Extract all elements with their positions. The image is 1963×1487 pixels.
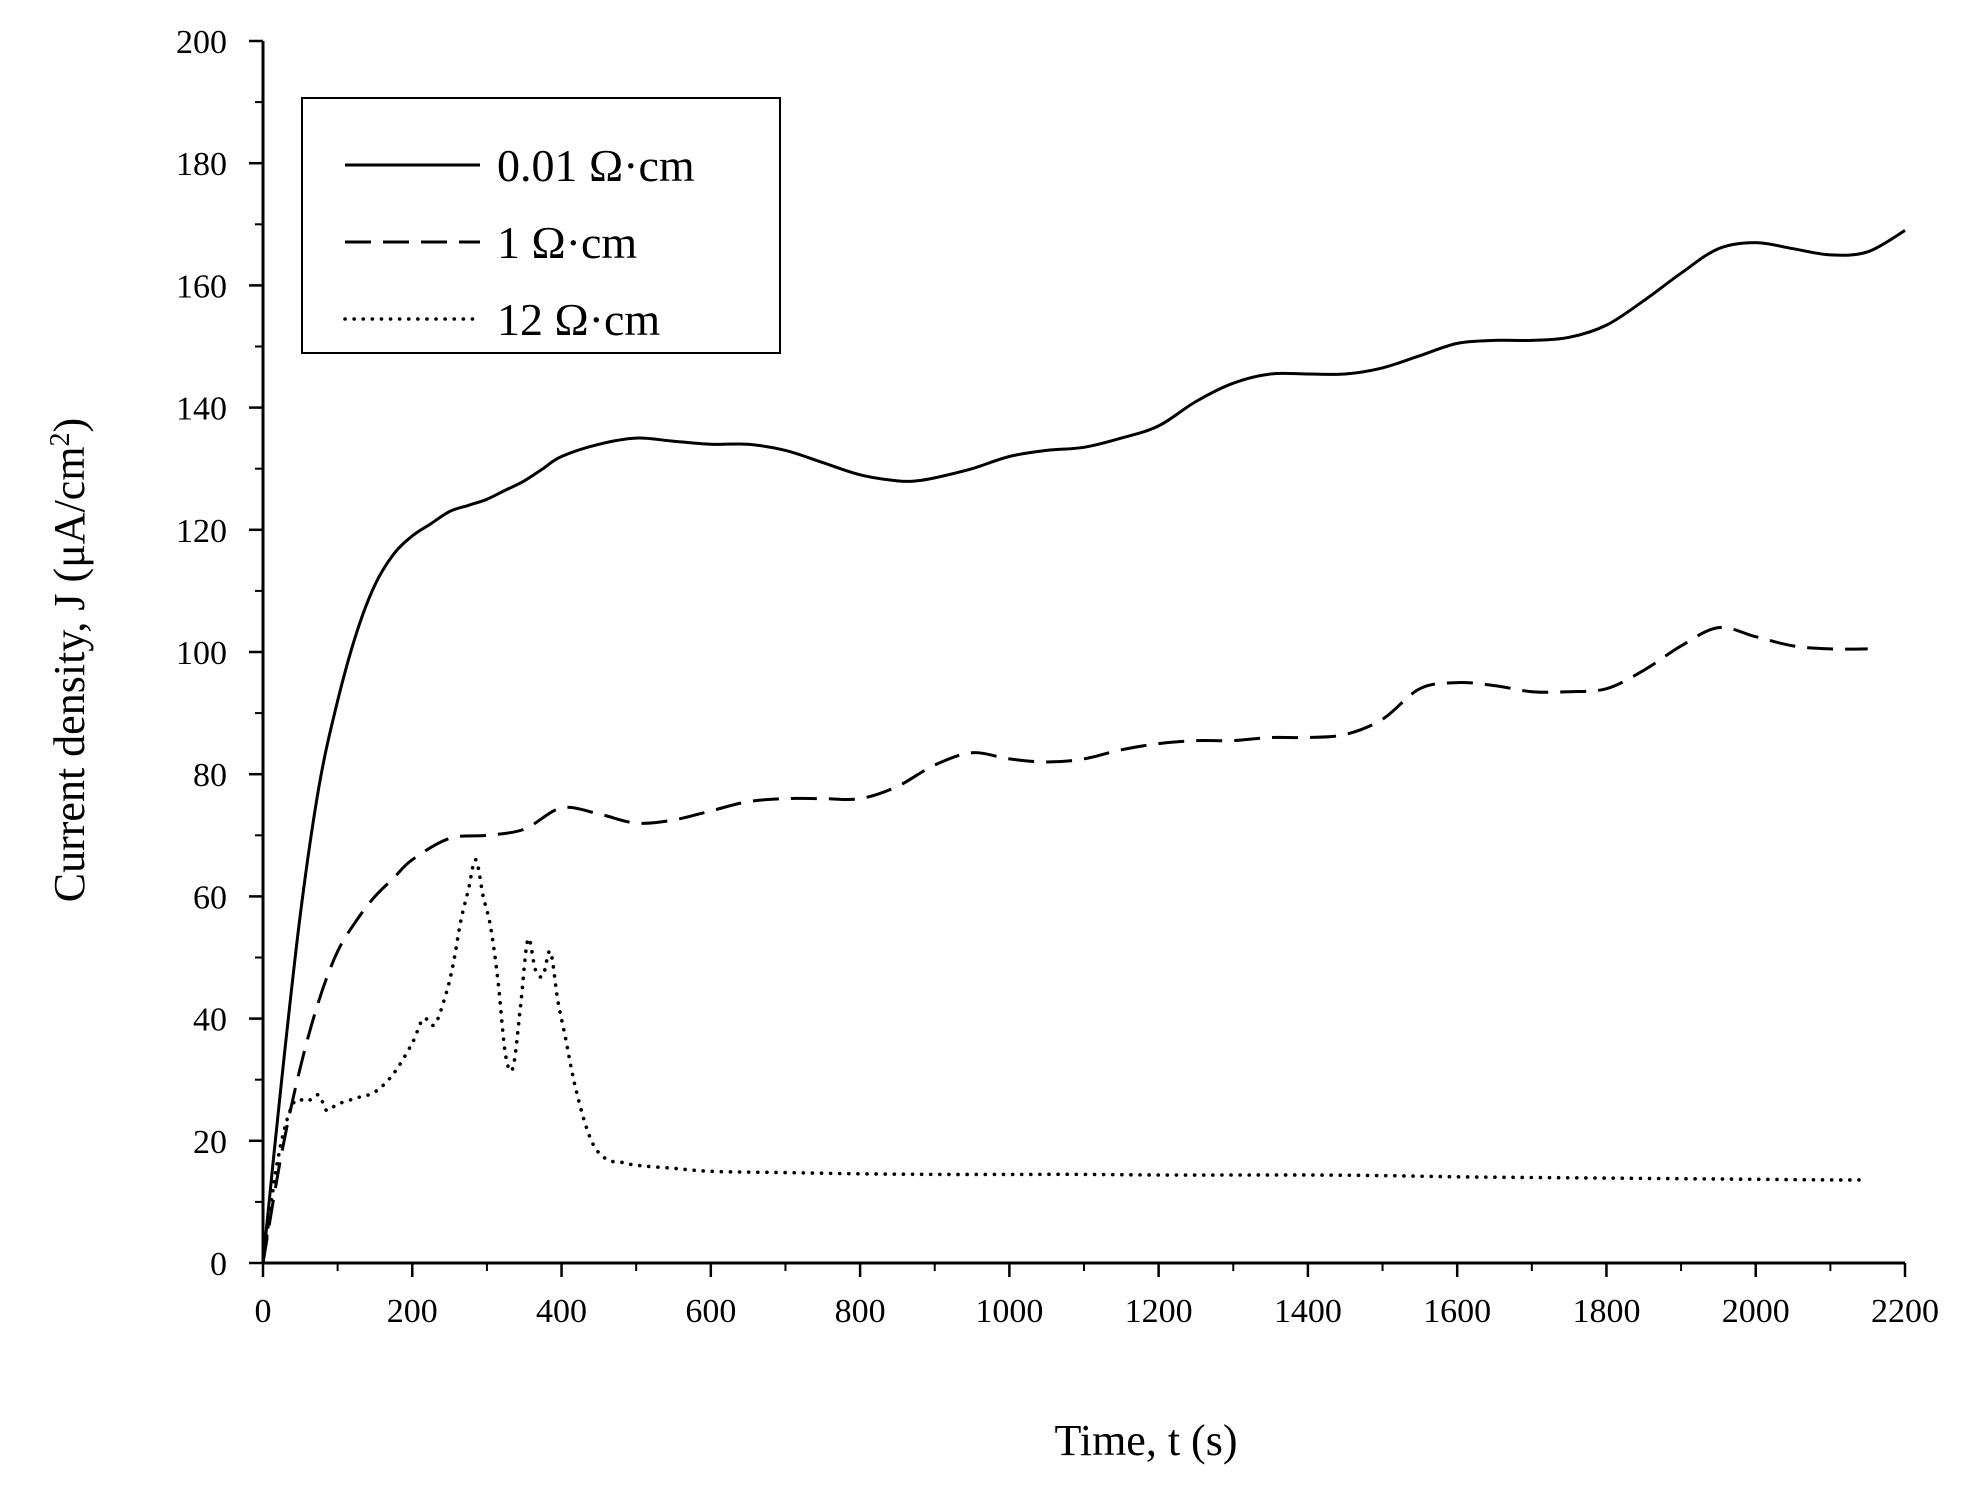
- x-tick-label: 2200: [1871, 1293, 1939, 1330]
- x-tick-label: 600: [685, 1293, 736, 1330]
- x-tick-label: 1400: [1274, 1293, 1342, 1330]
- legend-label-3: 12 Ω·cm: [497, 294, 660, 345]
- x-tick-label: 800: [835, 1293, 886, 1330]
- legend: 0.01 Ω·cm 1 Ω·cm 12 Ω·cm: [301, 97, 781, 354]
- y-axis-title-main: Current density, J (μA/cm: [45, 446, 94, 902]
- y-tick-label: 0: [210, 1246, 227, 1283]
- labels-layer: 0 200 400 600 800 1000 1200 1400 1600 1800 2000 220…: [176, 24, 1939, 1330]
- x-tick-label: 1800: [1572, 1293, 1640, 1330]
- legend-box: [301, 97, 781, 354]
- legend-entries: 0.01 Ω·cm 1 Ω·cm 12 Ω·cm: [343, 140, 695, 345]
- y-tick-label: 200: [176, 24, 227, 61]
- y-axis-title-close: ): [45, 418, 94, 433]
- x-tick-label: 1600: [1423, 1293, 1491, 1330]
- x-tick-label: 0: [255, 1293, 272, 1330]
- x-tick-label: 200: [387, 1293, 438, 1330]
- y-tick-label: 160: [176, 268, 227, 305]
- y-tick-label: 20: [193, 1124, 227, 1161]
- y-tick-label: 80: [193, 757, 227, 794]
- legend-label-1: 0.01 Ω·cm: [497, 140, 695, 191]
- x-tick-label: 2000: [1722, 1293, 1790, 1330]
- series-line-3: [261, 857, 1870, 1265]
- x-tick-label: 1200: [1125, 1293, 1193, 1330]
- y-tick-label: 120: [176, 513, 227, 550]
- y-tick-label: 140: [176, 391, 227, 428]
- series-layer: [261, 229, 1906, 1265]
- x-axis-title: Time, t (s): [1055, 1416, 1238, 1465]
- y-tick-label: 40: [193, 1002, 227, 1039]
- y-tick-label: 100: [176, 635, 227, 672]
- y-axis-title: Current density, J (μA/cm2): [45, 418, 95, 902]
- series-line-1: [261, 229, 1906, 1264]
- x-tick-label: 400: [536, 1293, 587, 1330]
- x-tick-label: 1000: [975, 1293, 1043, 1330]
- axes-layer: [261, 41, 1905, 1265]
- y-tick-label: 180: [176, 146, 227, 183]
- series-line-2: [261, 625, 1868, 1264]
- y-tick-label: 60: [193, 879, 227, 916]
- y-axis-title-sup: 2: [45, 432, 76, 446]
- legend-label-2: 1 Ω·cm: [497, 217, 637, 268]
